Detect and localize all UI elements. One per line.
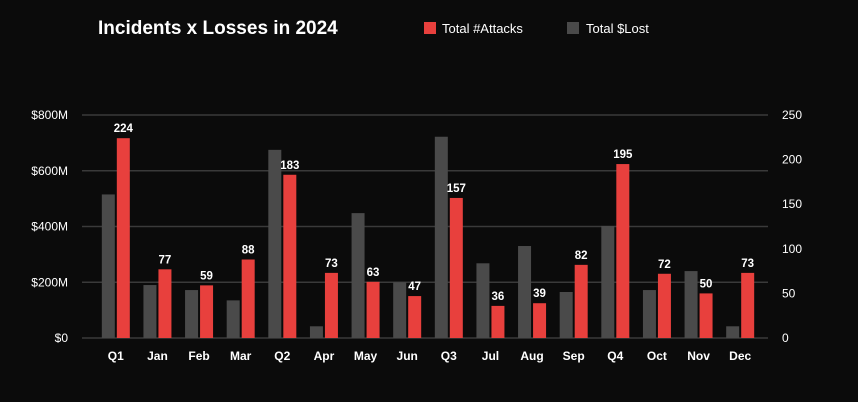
x-tick-label: Jun xyxy=(397,349,418,363)
bar-attacks xyxy=(699,293,713,338)
legend-label-attacks: Total #Attacks xyxy=(442,21,523,36)
bar-lost xyxy=(351,213,365,338)
x-tick-label: May xyxy=(354,349,378,363)
x-tick-label: Jul xyxy=(482,349,499,363)
bar-attacks xyxy=(241,259,255,338)
bar-attacks xyxy=(158,269,172,338)
x-tick-label: Dec xyxy=(729,349,751,363)
bar-attacks-label: 195 xyxy=(613,149,633,161)
left-tick-label: $600M xyxy=(31,164,68,178)
bar-attacks-label: 183 xyxy=(280,160,299,172)
legend: Total #Attacks Total $Lost xyxy=(424,21,649,36)
bar-attacks-label: 77 xyxy=(159,254,172,266)
right-tick-label: 50 xyxy=(782,286,796,300)
bar-attacks-label: 59 xyxy=(200,270,213,282)
bar-attacks-label: 63 xyxy=(367,267,380,279)
bar-lost xyxy=(185,290,199,338)
bar-attacks xyxy=(741,272,755,338)
bar-attacks xyxy=(283,174,297,338)
x-tick-label: Jan xyxy=(147,349,168,363)
bar-attacks-label: 73 xyxy=(325,258,338,270)
bar-attacks-label: 73 xyxy=(741,258,754,270)
x-tick-label: Mar xyxy=(230,349,252,363)
right-axis: 0 50 100 150 200 250 xyxy=(782,108,802,345)
bars: 224 77 59 88 183 73 63 47 157 36 39 82 195 72 50 73 xyxy=(101,123,755,338)
bar-lost xyxy=(601,225,615,338)
bar-attacks-label: 82 xyxy=(575,250,588,262)
bar-lost xyxy=(434,136,448,338)
bar-lost xyxy=(476,263,490,338)
right-tick-label: 100 xyxy=(782,242,802,256)
bar-lost xyxy=(559,292,573,338)
x-tick-label: Q4 xyxy=(607,349,623,363)
x-tick-label: Feb xyxy=(188,349,209,363)
x-tick-label: Q3 xyxy=(441,349,457,363)
legend-label-lost: Total $Lost xyxy=(586,21,649,36)
left-tick-label: $200M xyxy=(31,275,68,289)
bar-attacks xyxy=(324,272,338,338)
bar-lost xyxy=(393,282,407,338)
x-tick-label: Oct xyxy=(647,349,667,363)
left-tick-label: $400M xyxy=(31,220,68,234)
x-tick-label: Nov xyxy=(687,349,710,363)
bar-lost xyxy=(226,300,240,338)
bar-attacks xyxy=(449,197,463,338)
x-tick-label: Q1 xyxy=(108,349,124,363)
bar-attacks-label: 50 xyxy=(700,278,713,290)
x-tick-label: Sep xyxy=(563,349,585,363)
bar-attacks xyxy=(491,305,505,338)
bar-attacks-label: 88 xyxy=(242,245,255,257)
bar-attacks xyxy=(366,281,380,338)
right-tick-label: 250 xyxy=(782,108,802,122)
left-tick-label: $800M xyxy=(31,108,68,122)
right-tick-label: 200 xyxy=(782,153,802,167)
x-tick-label: Apr xyxy=(314,349,335,363)
bar-lost xyxy=(143,285,157,338)
bar-attacks-label: 47 xyxy=(408,281,421,293)
bar-attacks-label: 36 xyxy=(492,291,505,303)
left-tick-label: $0 xyxy=(55,331,69,345)
bar-attacks-label: 72 xyxy=(658,259,671,271)
chart-title: Incidents x Losses in 2024 xyxy=(98,18,338,39)
bar-lost xyxy=(726,326,740,338)
legend-swatch-lost xyxy=(567,22,579,34)
legend-swatch-attacks xyxy=(424,22,436,34)
bar-attacks xyxy=(200,285,214,338)
bar-lost xyxy=(101,194,115,338)
bar-lost xyxy=(518,246,532,338)
bar-attacks-label: 39 xyxy=(533,288,546,300)
bar-lost xyxy=(684,271,698,338)
x-tick-label: Aug xyxy=(520,349,543,363)
bar-attacks xyxy=(574,264,588,338)
bar-lost xyxy=(642,290,656,338)
bar-attacks-label: 224 xyxy=(114,123,134,135)
bar-attacks xyxy=(657,273,671,338)
right-tick-label: 0 xyxy=(782,331,789,345)
right-tick-label: 150 xyxy=(782,197,802,211)
bar-attacks-label: 157 xyxy=(447,183,466,195)
left-axis: $0 $200M $400M $600M $800M xyxy=(31,108,68,345)
bar-attacks xyxy=(616,164,630,338)
x-axis: Q1 Jan Feb Mar Q2 Apr May Jun Q3 Jul Aug Sep Q4 Oct No… xyxy=(108,349,752,363)
bar-attacks xyxy=(116,138,130,338)
bar-attacks xyxy=(408,296,422,338)
bar-lost xyxy=(309,326,323,338)
bar-attacks xyxy=(533,303,547,338)
bar-lost xyxy=(268,149,282,338)
x-tick-label: Q2 xyxy=(274,349,290,363)
